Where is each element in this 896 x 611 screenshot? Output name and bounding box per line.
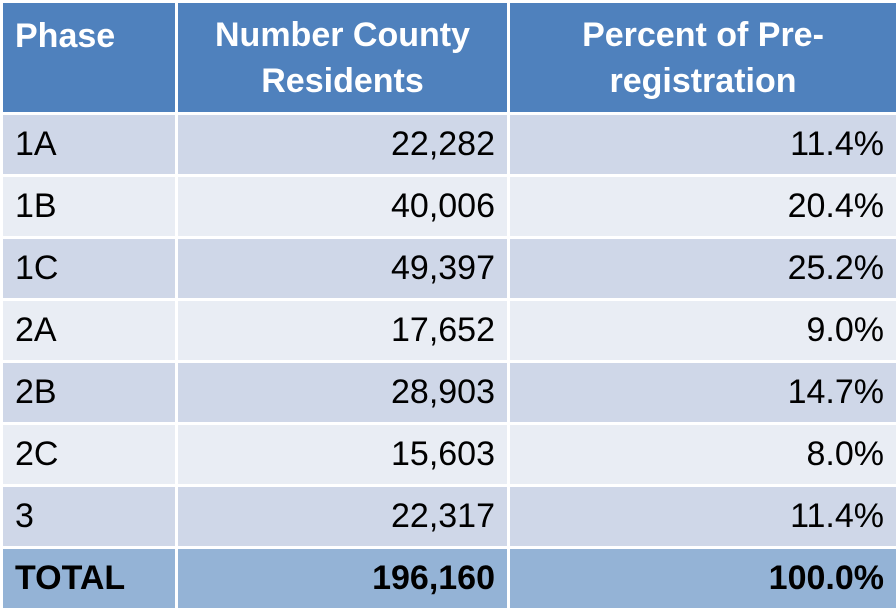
table-row: 2B 28,903 14.7% — [2, 362, 896, 424]
percent-cell: 11.4% — [509, 486, 896, 548]
percent-cell: 11.4% — [509, 114, 896, 176]
percent-cell: 14.7% — [509, 362, 896, 424]
phase-cell: 3 — [2, 486, 177, 548]
total-row: TOTAL 196,160 100.0% — [2, 548, 896, 610]
phase-cell: 1A — [2, 114, 177, 176]
residents-cell: 40,006 — [177, 176, 509, 238]
table-row: 2C 15,603 8.0% — [2, 424, 896, 486]
residents-cell: 28,903 — [177, 362, 509, 424]
table-row: 1B 40,006 20.4% — [2, 176, 896, 238]
header-row: Phase Number County Residents Percent of… — [2, 2, 896, 114]
percent-cell: 9.0% — [509, 300, 896, 362]
table-row: 1A 22,282 11.4% — [2, 114, 896, 176]
table-row: 1C 49,397 25.2% — [2, 238, 896, 300]
residents-cell: 49,397 — [177, 238, 509, 300]
phase-cell: 2C — [2, 424, 177, 486]
phase-cell: 2B — [2, 362, 177, 424]
percent-cell: 25.2% — [509, 238, 896, 300]
residents-cell: 22,282 — [177, 114, 509, 176]
total-residents: 196,160 — [177, 548, 509, 610]
residents-cell: 17,652 — [177, 300, 509, 362]
percent-cell: 20.4% — [509, 176, 896, 238]
percent-cell: 8.0% — [509, 424, 896, 486]
phase-cell: 1C — [2, 238, 177, 300]
phase-cell: 1B — [2, 176, 177, 238]
table-row: 3 22,317 11.4% — [2, 486, 896, 548]
table-row: 2A 17,652 9.0% — [2, 300, 896, 362]
header-phase: Phase — [2, 2, 177, 114]
residents-cell: 15,603 — [177, 424, 509, 486]
residents-cell: 22,317 — [177, 486, 509, 548]
total-percent: 100.0% — [509, 548, 896, 610]
header-percent-of-preregistration: Percent of Pre-registration — [509, 2, 896, 114]
header-number-county-residents: Number County Residents — [177, 2, 509, 114]
phase-cell: 2A — [2, 300, 177, 362]
total-label: TOTAL — [2, 548, 177, 610]
